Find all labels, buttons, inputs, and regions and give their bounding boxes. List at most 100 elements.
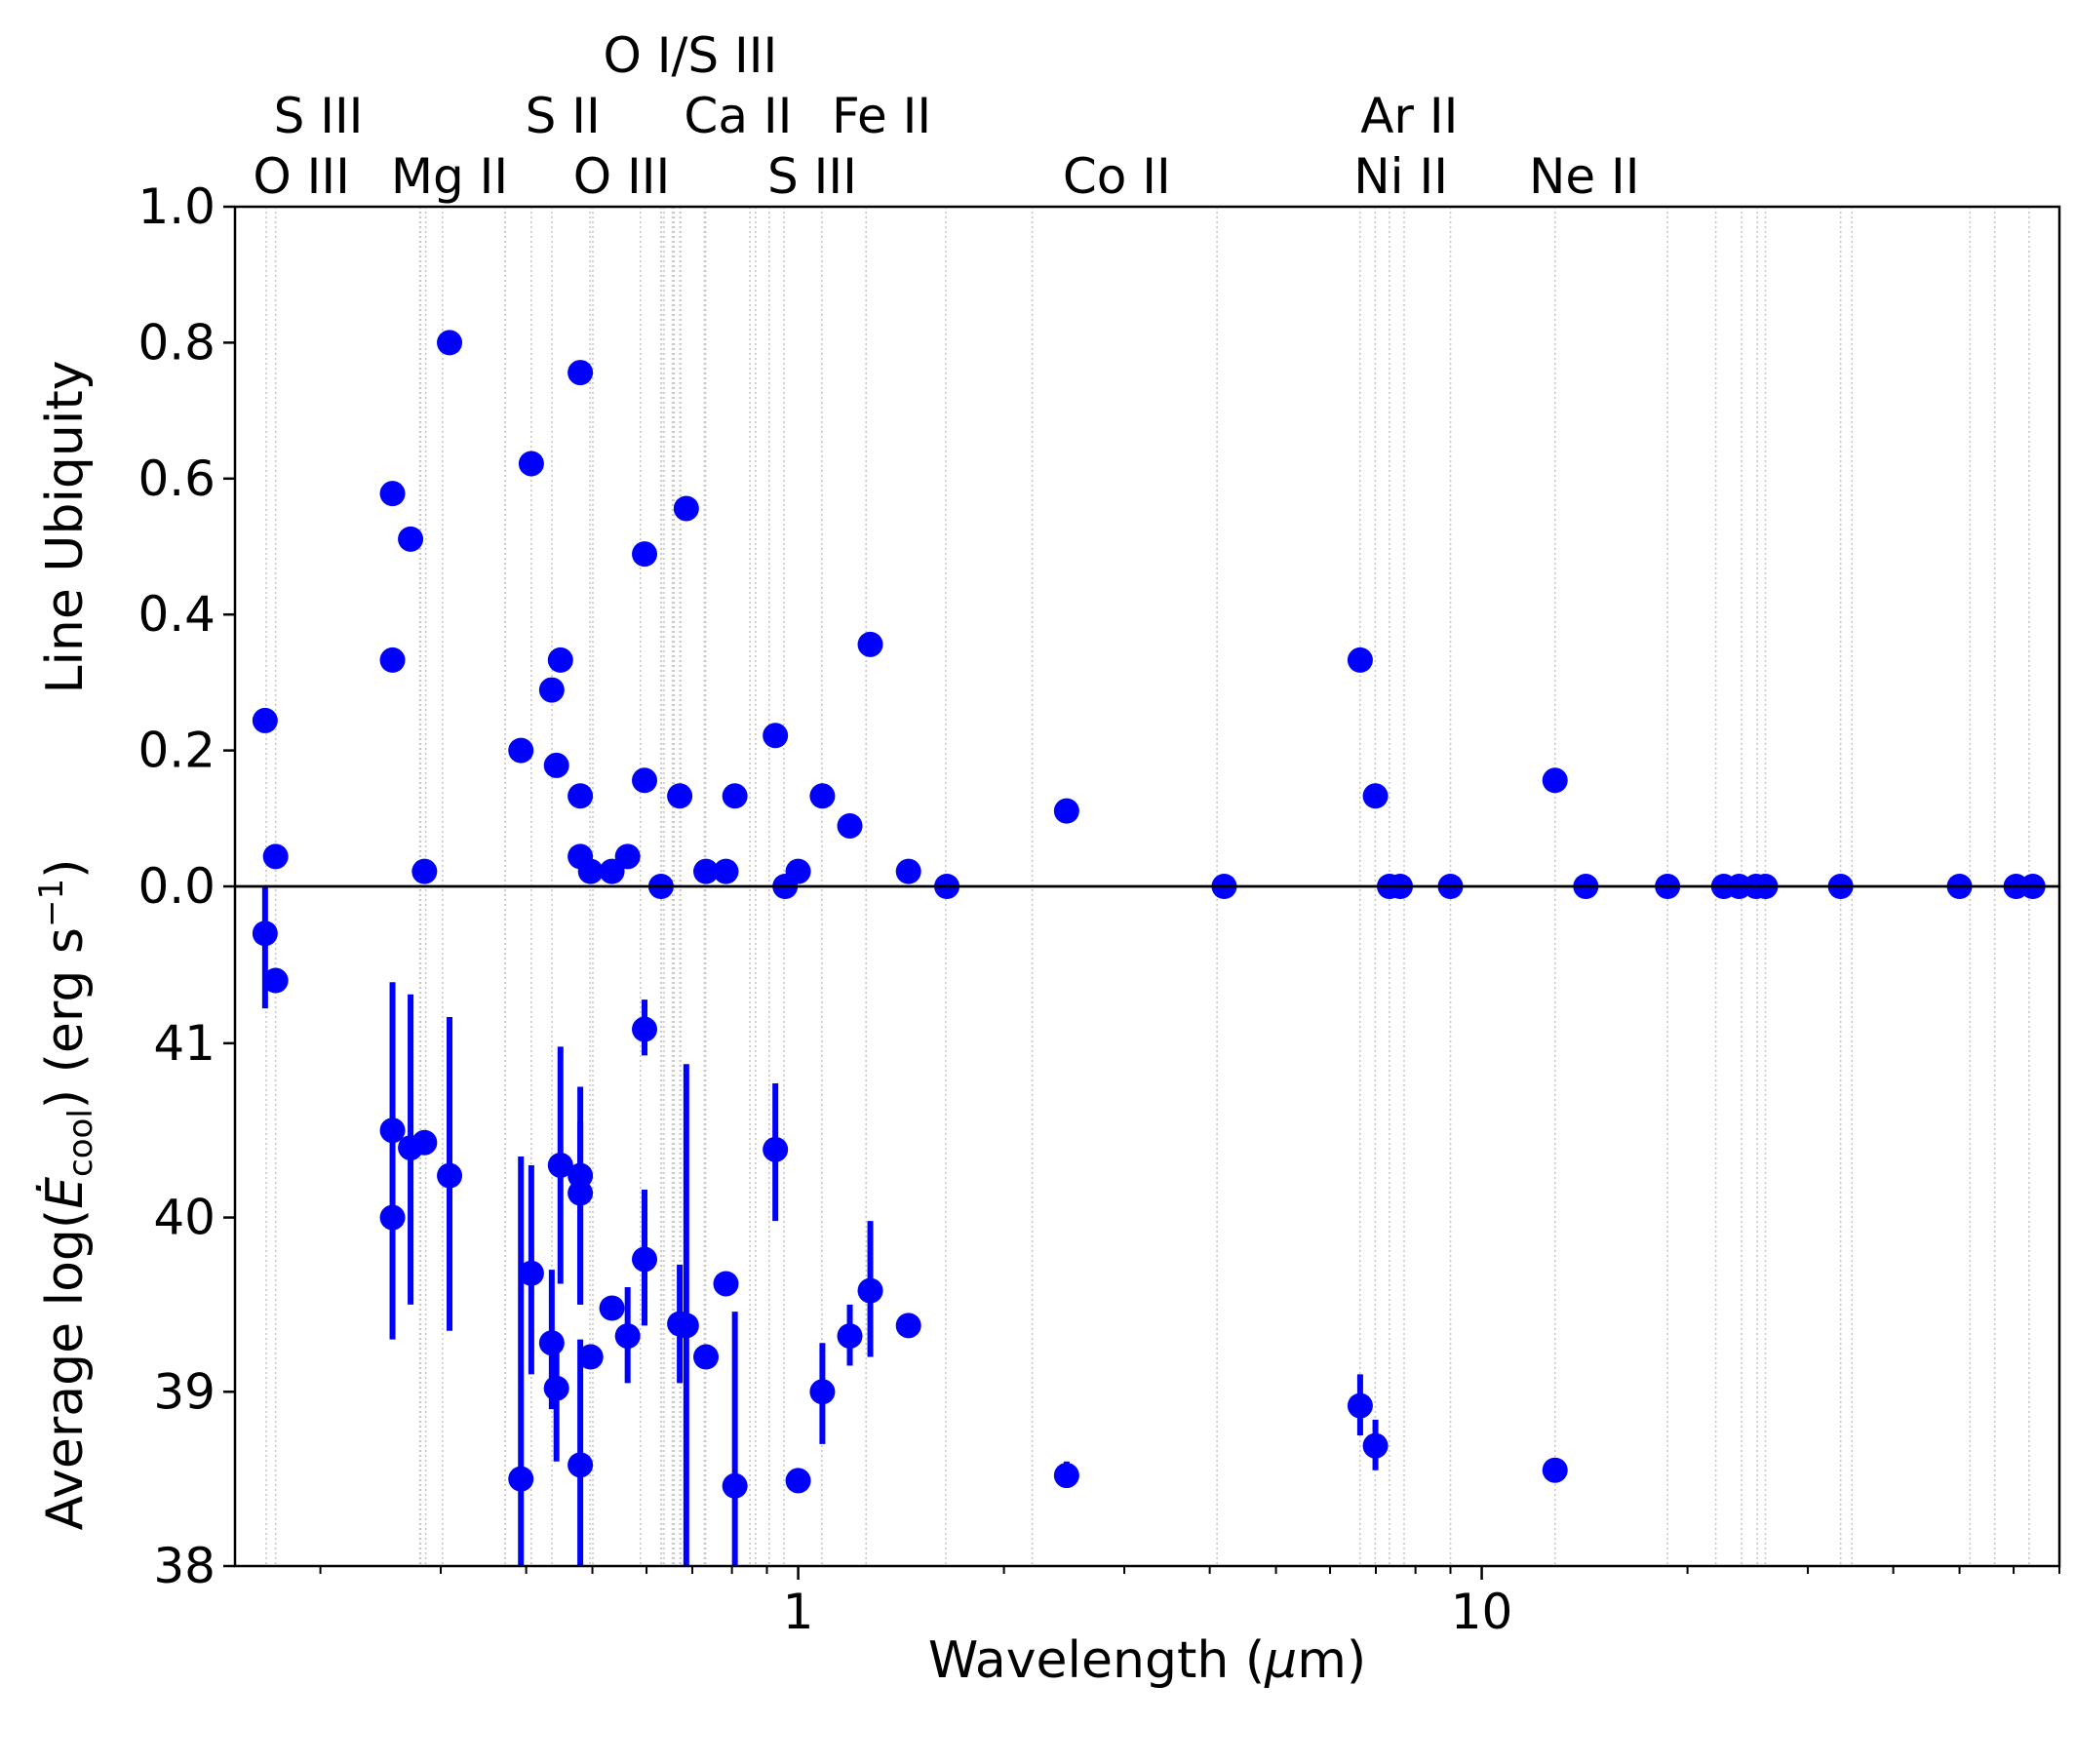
ion-label: Ne II [1529, 148, 1640, 205]
data-point [895, 1313, 921, 1339]
y-title-subscript: cool [61, 1109, 100, 1177]
ion-label: O III [253, 148, 350, 205]
axes-frame-cooling [233, 884, 2061, 1568]
data-point [538, 677, 565, 703]
data-point [1362, 783, 1389, 809]
ion-label: S III [274, 88, 364, 144]
ion-label: Fe II [832, 88, 931, 144]
data-point [568, 360, 594, 386]
y-tick-label: 41 [153, 1015, 215, 1072]
chart-labels: 0.0 0.2 0.4 0.6 0.8 1.0 38 39 40 41 1 10 Wavelength … [32, 27, 1640, 1690]
data-point [577, 1344, 604, 1370]
y-tick-label: 0.6 [137, 451, 215, 507]
data-point [713, 1271, 739, 1297]
ion-label: S III [767, 148, 857, 205]
y-title-symbol: Ė [35, 1177, 95, 1209]
data-point [1347, 647, 1373, 673]
data-point [857, 1277, 883, 1304]
axes-frame-ubiquity [233, 205, 2061, 888]
x-axis-title: Wavelength (μm) [928, 1631, 1366, 1690]
y-tick-label: 0.0 [137, 858, 215, 915]
data-point [809, 1379, 836, 1405]
data-point [379, 647, 406, 673]
data-point [547, 647, 573, 673]
data-point [1053, 798, 1079, 824]
data-point [763, 723, 789, 749]
data-point [437, 330, 463, 356]
y-tick-label: 39 [153, 1363, 215, 1420]
data-point [547, 1152, 573, 1178]
data-point [1362, 1432, 1389, 1459]
data-point [599, 1295, 625, 1321]
ubiquity-series [252, 330, 2046, 899]
data-point [693, 858, 720, 884]
data-point [252, 921, 278, 947]
data-point [722, 783, 748, 809]
data-point [568, 1180, 594, 1206]
data-point [673, 495, 699, 522]
data-point [1542, 1457, 1568, 1483]
data-point [599, 858, 625, 884]
y-title-superscript: −1 [32, 879, 71, 927]
y-tick-label: 1.0 [137, 178, 215, 235]
x-axis-title-suffix: m) [1297, 1631, 1366, 1690]
data-point [632, 767, 658, 794]
data-point [785, 858, 811, 884]
data-point [379, 481, 406, 507]
y-tick-label: 40 [153, 1190, 215, 1246]
data-point [543, 1375, 569, 1401]
data-point [1542, 767, 1568, 794]
x-axis-title-prefix: Wavelength ( [928, 1631, 1265, 1690]
x-tick-label: 10 [1451, 1584, 1513, 1640]
y-title-prefix: Average log( [36, 1209, 95, 1531]
data-point [568, 783, 594, 809]
y-tick-label: 0.2 [137, 723, 215, 779]
data-point [398, 526, 424, 552]
data-point [568, 1452, 594, 1478]
data-point [508, 737, 534, 764]
data-point [411, 1129, 438, 1156]
data-point [722, 1472, 748, 1499]
data-point [1347, 1392, 1373, 1419]
data-point [713, 858, 739, 884]
data-point [857, 631, 883, 657]
y-title-suffix: ) [36, 859, 95, 879]
data-point [252, 707, 278, 733]
data-point [614, 843, 641, 870]
axes [223, 205, 2061, 1580]
ion-label: Ar II [1360, 88, 1458, 144]
data-series [252, 330, 2046, 1566]
data-point [437, 1162, 463, 1189]
data-point [614, 1323, 641, 1350]
ion-label: Co II [1063, 148, 1171, 205]
data-point [518, 451, 544, 477]
data-point [538, 1330, 565, 1356]
y-axis-title-cooling: Average log(Ėcool) (erg s−1) [32, 859, 100, 1531]
data-point [693, 1344, 720, 1370]
y-tick-label: 0.4 [137, 586, 215, 643]
data-point [262, 967, 289, 994]
x-tick-label: 1 [783, 1584, 814, 1640]
ion-label: O III [573, 148, 671, 205]
data-point [379, 1204, 406, 1231]
data-point [673, 1313, 699, 1339]
cooling-series [252, 886, 1568, 1566]
data-point [632, 1016, 658, 1042]
y-title-mid: ) (erg s [36, 927, 95, 1109]
data-point [543, 752, 569, 778]
ion-label: Ni II [1353, 148, 1448, 205]
data-point [411, 858, 438, 884]
data-point [763, 1136, 789, 1162]
data-point [837, 812, 863, 839]
data-point [508, 1466, 534, 1492]
data-point [895, 858, 921, 884]
ion-label: Ca II [684, 88, 792, 144]
data-point [577, 858, 604, 884]
data-point [667, 783, 693, 809]
data-point [809, 783, 836, 809]
data-point [1053, 1463, 1079, 1489]
ion-label: O I/S III [604, 27, 778, 84]
data-point [518, 1260, 544, 1286]
